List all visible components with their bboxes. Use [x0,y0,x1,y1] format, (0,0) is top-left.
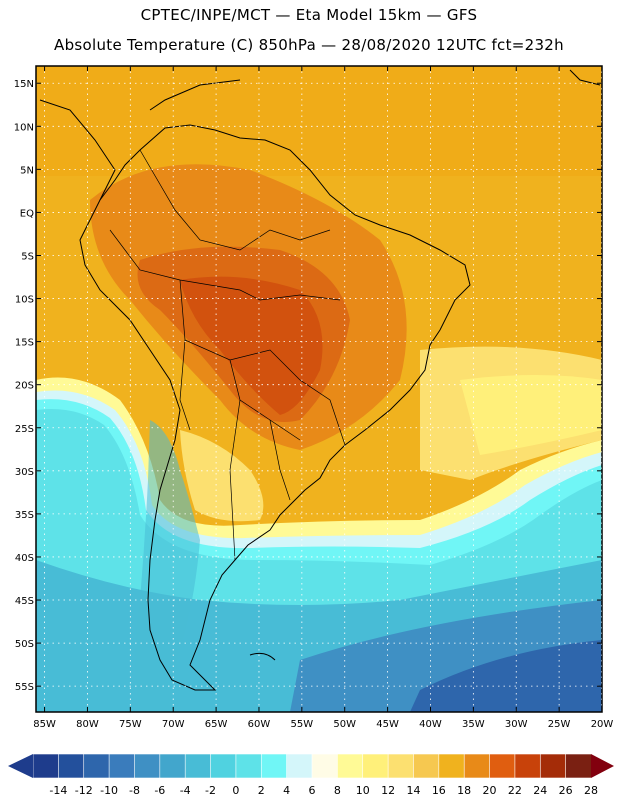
colorbar-swatch [134,753,161,779]
longitude-labels: 85W 80W 75W 70W 65W 60W 55W 50W 45W 40W 35W 30W 25W 2… [33,719,613,730]
colorbar-swatch [260,753,288,779]
lat-label: 5N [20,165,34,176]
colorbar-swatch [311,753,338,779]
country-borders [109,149,346,561]
colorbar-swatch [58,753,85,779]
colorbar-label: 26 [559,784,573,797]
colorbar-swatch [286,753,313,779]
colorbar-swatch [210,753,237,779]
lon-label: 25W [548,719,571,730]
colorbar-label: 2 [258,784,265,797]
colorbar-swatch [235,753,262,779]
lon-label: 70W [162,719,185,730]
lon-label: 55W [291,719,314,730]
colorbar-label: 22 [508,784,522,797]
colorbar-label: -6 [154,784,165,797]
colorbar-label: 4 [283,784,290,797]
lat-label: 30S [15,467,34,478]
lat-label: 55S [15,682,34,693]
colorbar-high-arrow [591,754,614,778]
temperature-field [36,66,602,712]
colorbar-labels: -14 -12 -10 -8 -6 -4 -2 0 2 4 6 8 10 12 14 16 18 20 22 24 26… [49,784,598,797]
colorbar-swatch [337,753,364,779]
colorbar-label: -2 [205,784,216,797]
colorbar-label: 6 [309,784,316,797]
colorbar-swatch [514,753,541,779]
lon-label: 30W [505,719,528,730]
colorbar [8,753,614,779]
colorbar-label: 0 [232,784,239,797]
lon-label: 65W [205,719,228,730]
lon-label: 75W [119,719,142,730]
colorbar-low-arrow [8,754,33,778]
colorbar-swatch [539,753,567,779]
axis-ticks [36,66,603,712]
coastlines [39,69,601,691]
colorbar-label: -4 [180,784,191,797]
colorbar-label: 24 [533,784,547,797]
colorbar-label: 20 [483,784,497,797]
colorbar-swatch [32,753,59,779]
colorbar-label: -14 [49,784,67,797]
colorbar-swatch [159,753,186,779]
lat-label: 20S [15,381,34,392]
lat-label: 40S [15,553,34,564]
lon-label: 45W [376,719,399,730]
colorbar-swatch [413,753,440,779]
colorbar-swatch [438,753,465,779]
lon-label: 60W [248,719,271,730]
colorbar-label: 18 [457,784,471,797]
lat-label: 25S [15,424,34,435]
lat-label: 15N [14,79,34,90]
lat-label: 15S [15,338,34,349]
lat-label: 10S [15,295,34,306]
colorbar-label: 16 [432,784,446,797]
colorbar-label: -10 [100,784,118,797]
lat-label: 35S [15,510,34,521]
colorbar-swatch [108,753,136,779]
colorbar-swatch [184,753,212,779]
lat-label: EQ [20,208,34,219]
lon-label: 50W [333,719,356,730]
colorbar-label: 28 [584,784,598,797]
lat-label: 10N [14,122,34,133]
graticule [36,66,602,712]
colorbar-label: -8 [129,784,140,797]
colorbar-swatch [489,753,516,779]
colorbar-label: 14 [406,784,420,797]
map-subtitle: Absolute Temperature (C) 850hPa — 28/08/… [54,36,564,54]
colorbar-swatch [565,753,592,779]
lon-label: 85W [33,719,56,730]
colorbar-label: 8 [334,784,341,797]
colorbar-swatch [463,753,491,779]
map-title: CPTEC/INPE/MCT — Eta Model 15km — GFS [140,6,478,24]
colorbar-label: 12 [381,784,395,797]
colorbar-swatch [83,753,110,779]
colorbar-label: 10 [356,784,370,797]
lon-label: 80W [76,719,99,730]
map-frame [35,65,603,713]
lon-label: 20W [591,719,614,730]
colorbar-swatch [387,753,415,779]
lon-label: 35W [462,719,485,730]
lon-label: 40W [419,719,442,730]
colorbar-label: -12 [75,784,93,797]
colorbar-swatch [362,753,389,779]
latitude-labels: 15N 10N 5N EQ 5S 10S 15S 20S 25S 30S 35S 40S 45S 50S 5… [14,79,34,693]
lat-label: 5S [21,251,34,262]
lat-label: 50S [15,639,34,650]
lat-label: 45S [15,596,34,607]
